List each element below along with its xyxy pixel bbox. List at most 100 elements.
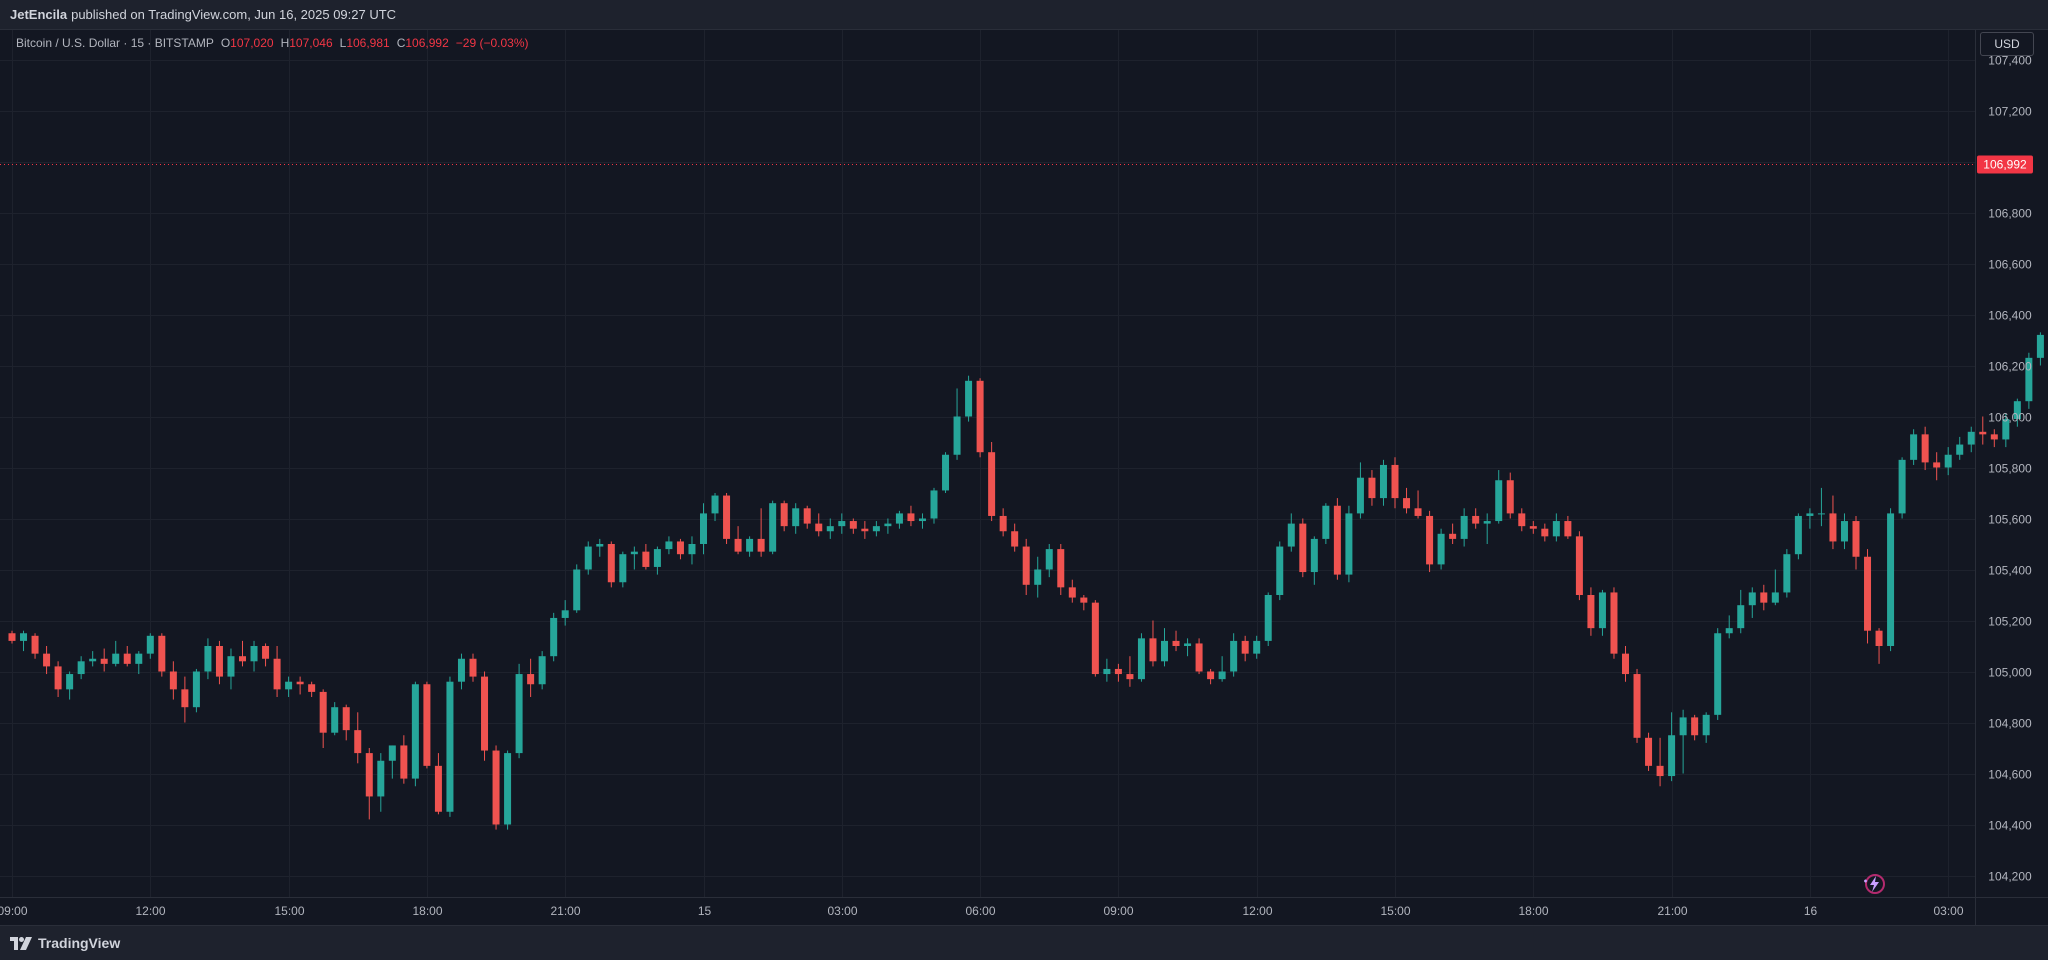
candle [723,493,731,544]
candle-body [2002,419,2010,440]
candle [1403,487,1411,514]
candle-body [838,521,846,527]
time-tick-label: 03:00 [1933,904,1963,918]
price-tick-label: 104,400 [1988,819,2032,833]
candle-body [319,691,327,733]
candle [596,538,604,557]
candle [1702,712,1710,743]
candle-body [43,653,51,667]
candle [1633,668,1641,743]
chart-area[interactable]: 104,200 104,400 104,600 104,800 105,000 105,2… [0,30,2048,925]
axes: 104,200 104,400 104,600 104,800 105,000 105,2… [0,54,2032,919]
candle-body [861,528,869,532]
candle [849,518,857,534]
candle-body [1161,640,1168,662]
candle-body [826,526,834,532]
candle-body [895,513,903,524]
open-value: 107,020 [230,36,274,50]
candle [653,546,661,575]
candle-body [918,518,926,522]
publisher-bar: JetEncila published on TradingView.com, … [0,0,2048,30]
time-tick-label: 09:00 [0,904,28,918]
candle [1506,472,1514,519]
candle-body [1414,508,1422,516]
candle-body [1483,521,1491,524]
candle [1887,508,1895,652]
candle-body [596,544,604,547]
candle [515,663,523,759]
candle-body [123,653,131,664]
candle-body [262,646,270,659]
candle-body [365,753,373,797]
candle-body [135,653,143,664]
price-chart[interactable]: 104,200 104,400 104,600 104,800 105,000 105,2… [0,30,2048,925]
tradingview-logo[interactable]: TradingView [10,935,120,951]
candle-body [308,684,316,692]
candle [1668,712,1676,782]
symbol-title[interactable]: Bitcoin / U.S. Dollar · 15 · BITSTAMP [16,36,214,50]
candle-body [607,544,615,583]
close-value: 106,992 [405,36,449,50]
change-value: −29 (−0.03%) [455,36,529,50]
candle [469,653,477,682]
candle-body [1137,638,1145,680]
candle-body [1276,546,1284,595]
candle-body [1760,592,1768,603]
candle-body [723,495,731,539]
footer-bar: TradingView [0,925,2048,960]
candle [1426,510,1434,573]
candle-body [1552,521,1560,537]
candle [354,712,362,764]
time-tick-label: 12:00 [1242,904,1272,918]
candle-body [1195,643,1203,672]
candle [20,630,28,652]
candle-body [112,653,120,664]
lightning-icon[interactable] [1860,872,1888,901]
candle-body [711,495,719,514]
candle [1840,513,1848,550]
candle [1714,628,1722,720]
candle [342,704,350,741]
price-tick-label: 104,800 [1988,717,2032,731]
candle [1322,503,1330,544]
candle [204,638,212,680]
candle [700,503,707,555]
candle [1126,656,1134,687]
candle [1184,638,1192,657]
candle-body [1529,526,1537,529]
candle [1333,498,1341,580]
candle-body [1241,640,1249,654]
candle [527,658,535,697]
grid-lines [0,30,1975,897]
candle [1575,531,1583,601]
candle-body [20,633,28,641]
candle-body [1322,505,1330,539]
candle [815,513,823,537]
time-tick-label: 21:00 [550,904,580,918]
candle [2013,398,2021,427]
candle-body [342,707,350,731]
candle-body [1990,434,1998,440]
author-name[interactable]: JetEncila [10,7,68,22]
candle [1852,515,1860,570]
candle [273,646,281,697]
currency-button[interactable]: USD [1980,32,2034,56]
candle [1172,630,1180,652]
candle-body [1668,735,1676,777]
candle [319,689,327,748]
candle [1045,544,1053,578]
candle-body [1575,536,1583,595]
candle [215,640,223,685]
candle-body [1656,765,1664,777]
candle-body [1771,592,1779,603]
candle-body [999,515,1007,532]
candle [1034,556,1042,598]
candle-body [8,633,16,641]
candle [1529,521,1537,534]
candle-body [1218,671,1226,680]
candle [1829,495,1837,550]
price-tick-label: 104,600 [1988,768,2032,782]
candle [584,541,592,575]
candle-body [849,521,857,529]
